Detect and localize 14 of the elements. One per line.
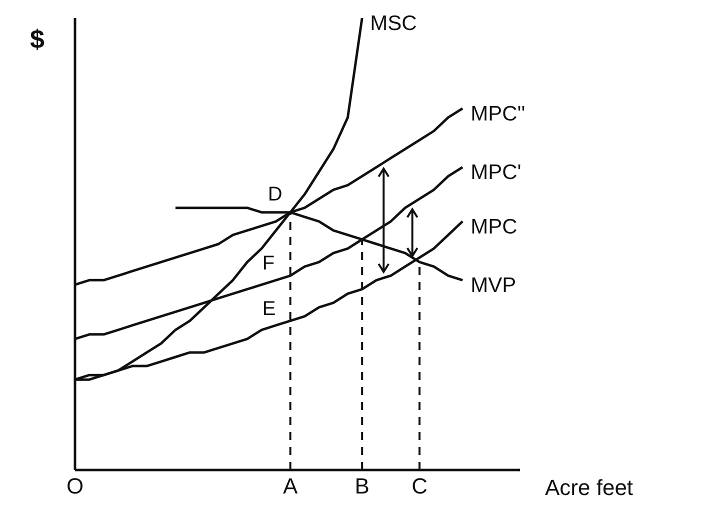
y-axis-title: $ [30, 24, 45, 54]
annotation: E [262, 298, 276, 320]
annotation: D [268, 183, 282, 206]
series-label: MVP [470, 274, 516, 298]
x-tick-label: B [354, 474, 370, 499]
x-tick-label: C [412, 474, 428, 499]
series-label: MSC [370, 12, 417, 35]
series-label: MPC' [470, 161, 522, 184]
x-axis-title: Acre feet [545, 475, 634, 500]
annotation: F [262, 252, 275, 275]
x-tick-label: A [282, 474, 298, 499]
series-label: MPC'' [470, 102, 526, 126]
series-label: MPC [470, 215, 518, 238]
x-tick-label: O [66, 474, 84, 499]
